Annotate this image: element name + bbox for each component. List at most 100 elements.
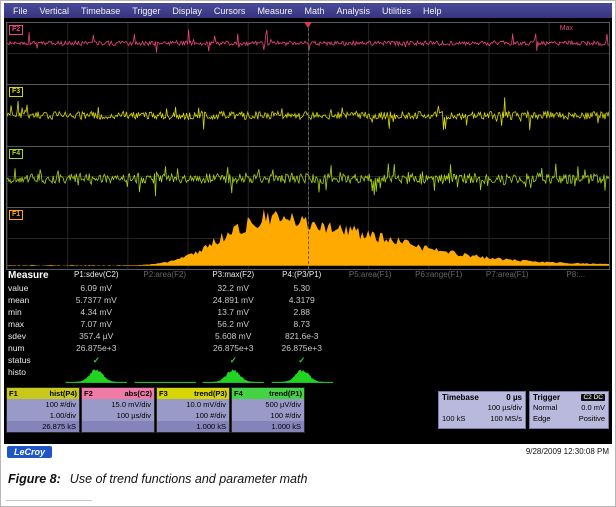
- histicon-p3-chart: [202, 368, 265, 384]
- f3-function: trend(P3): [194, 389, 227, 398]
- p4-max: 8.73: [268, 319, 337, 331]
- f1-descriptor-box[interactable]: F1 hist(P4) 100 #/div 1.00/div 26.875 kS: [6, 387, 80, 433]
- measure-table: Measure P1:sdev(C2) P2:area(F2) P3:max(F…: [6, 270, 610, 385]
- menu-item-utilities[interactable]: Utilities: [376, 6, 417, 16]
- timebase-samplerate: 100 MS/s: [490, 413, 522, 424]
- max-annotation: Max: [560, 25, 573, 32]
- measure-header-p6[interactable]: P6:range(F1): [405, 270, 474, 283]
- histicon-p4-chart: [271, 368, 334, 384]
- trace-label-f1: F1: [9, 210, 23, 220]
- measure-header-p1[interactable]: P1:sdev(C2): [62, 270, 131, 283]
- oscilloscope-screenshot: File Vertical Timebase Trigger Display C…: [4, 3, 612, 459]
- timebase-samples: 100 kS: [442, 413, 465, 424]
- row-label-status: status: [6, 355, 62, 367]
- figure-caption: Figure 8: Use of trend functions and para…: [8, 472, 307, 486]
- trace-label-f3: F3: [9, 87, 23, 97]
- f4-function: trend(P1): [269, 389, 302, 398]
- figure-caption-label: Figure 8:: [8, 472, 61, 486]
- menu-item-cursors[interactable]: Cursors: [208, 6, 252, 16]
- measure-header-p3[interactable]: P3:max(F2): [199, 270, 268, 283]
- p1-num: 26.875e+3: [62, 343, 131, 355]
- datetime-display: 9/28/2009 12:30:08 PM: [526, 447, 609, 456]
- p3-status-check-icon: ✓: [199, 355, 268, 367]
- status-bar: LeCroy 9/28/2009 12:30:08 PM: [4, 444, 612, 459]
- p1-histicon: [62, 367, 131, 385]
- row-label-num: num: [6, 343, 62, 355]
- trigger-type: Edge: [533, 413, 551, 424]
- descriptor-row: F1 hist(P4) 100 #/div 1.00/div 26.875 kS…: [4, 385, 612, 443]
- measure-header-p8[interactable]: P8:...: [542, 270, 611, 283]
- figure-caption-text: Use of trend functions and parameter mat…: [70, 472, 308, 486]
- f4-scale-line2: 100 #/div: [232, 410, 304, 421]
- measure-header-p2[interactable]: P2:area(F2): [131, 270, 200, 283]
- menu-bar: File Vertical Timebase Trigger Display C…: [4, 3, 612, 18]
- trigger-marker-icon: [304, 22, 312, 28]
- menu-item-help[interactable]: Help: [417, 6, 448, 16]
- trigger-mode: Normal: [533, 402, 557, 413]
- p4-min: 2.88: [268, 307, 337, 319]
- row-label-sdev: sdev: [6, 331, 62, 343]
- trigger-time-cursor-line: [308, 23, 309, 269]
- trigger-source-badge: C2 DC: [581, 394, 605, 401]
- menu-item-vertical[interactable]: Vertical: [34, 6, 76, 16]
- trace-label-f2: F2: [9, 25, 23, 35]
- f1-scale-line2: 1.00/div: [7, 410, 79, 421]
- p2-histicon: [131, 367, 200, 385]
- row-label-min: min: [6, 307, 62, 319]
- menu-item-math[interactable]: Math: [298, 6, 330, 16]
- p1-mean: 5.7377 mV: [62, 295, 131, 307]
- trigger-level: 0.0 mV: [581, 402, 605, 413]
- menu-item-timebase[interactable]: Timebase: [75, 6, 126, 16]
- p1-max: 7.07 mV: [62, 319, 131, 331]
- timebase-box[interactable]: Timebase 0 µs 100 µs/div 100 kS 100 MS/s: [438, 391, 526, 429]
- p3-max: 56.2 mV: [199, 319, 268, 331]
- f1-id: F1: [9, 389, 18, 398]
- f4-scale-line3: 1.000 kS: [232, 421, 304, 432]
- f3-descriptor-box[interactable]: F3 trend(P3) 10.0 mV/div 100 #/div 1.000…: [156, 387, 230, 433]
- trigger-title: Trigger: [533, 393, 560, 402]
- p3-min: 13.7 mV: [199, 307, 268, 319]
- waveform-grid: F2 Max F3 F4 F1: [6, 22, 610, 270]
- p3-mean: 24.891 mV: [199, 295, 268, 307]
- p3-num: 26.875e+3: [199, 343, 268, 355]
- p4-mean: 4.3179: [268, 295, 337, 307]
- measure-title: Measure: [6, 270, 62, 283]
- f1-scale-line1: 100 #/div: [7, 399, 79, 410]
- p4-value: 5.30: [268, 283, 337, 295]
- row-label-mean: mean: [6, 295, 62, 307]
- p4-num: 26.875e+3: [268, 343, 337, 355]
- f3-id: F3: [159, 389, 168, 398]
- menu-item-analysis[interactable]: Analysis: [330, 6, 376, 16]
- timebase-offset: 0 µs: [506, 393, 522, 402]
- measure-header-p7[interactable]: P7:area(F1): [473, 270, 542, 283]
- row-label-histo: histo: [6, 367, 62, 385]
- timebase-scale: 100 µs/div: [488, 402, 522, 413]
- lecroy-logo: LeCroy: [7, 446, 52, 458]
- f2-scale-line2: 100 µs/div: [82, 410, 154, 421]
- document-page: File Vertical Timebase Trigger Display C…: [0, 0, 616, 507]
- timebase-title: Timebase: [442, 393, 479, 402]
- p1-sdev: 357.4 µV: [62, 331, 131, 343]
- row-label-value: value: [6, 283, 62, 295]
- menu-item-display[interactable]: Display: [166, 6, 208, 16]
- measure-header-p4[interactable]: P4:(P3/P1): [268, 270, 337, 283]
- f4-scale-line1: 500 µV/div: [232, 399, 304, 410]
- f2-scale-line1: 15.0 mV/div: [82, 399, 154, 410]
- trigger-box[interactable]: Trigger C2 DC Normal 0.0 mV Edge Positiv…: [529, 391, 609, 429]
- histicon-p2-chart: [134, 368, 197, 384]
- f4-id: F4: [234, 389, 243, 398]
- f1-function: hist(P4): [49, 389, 77, 398]
- f4-descriptor-box[interactable]: F4 trend(P1) 500 µV/div 100 #/div 1.000 …: [231, 387, 305, 433]
- trigger-slope: Positive: [579, 413, 605, 424]
- f3-scale-line3: 1.000 kS: [157, 421, 229, 432]
- p4-status-check-icon: ✓: [268, 355, 337, 367]
- p1-status-check-icon: ✓: [62, 355, 131, 367]
- menu-item-trigger[interactable]: Trigger: [126, 6, 166, 16]
- f2-descriptor-box[interactable]: F2 abs(C2) 15.0 mV/div 100 µs/div: [81, 387, 155, 433]
- menu-item-file[interactable]: File: [7, 6, 34, 16]
- f1-scale-line3: 26.875 kS: [7, 421, 79, 432]
- menu-item-measure[interactable]: Measure: [251, 6, 298, 16]
- f2-id: F2: [84, 389, 93, 398]
- f3-scale-line2: 100 #/div: [157, 410, 229, 421]
- measure-header-p5[interactable]: P5:area(F1): [336, 270, 405, 283]
